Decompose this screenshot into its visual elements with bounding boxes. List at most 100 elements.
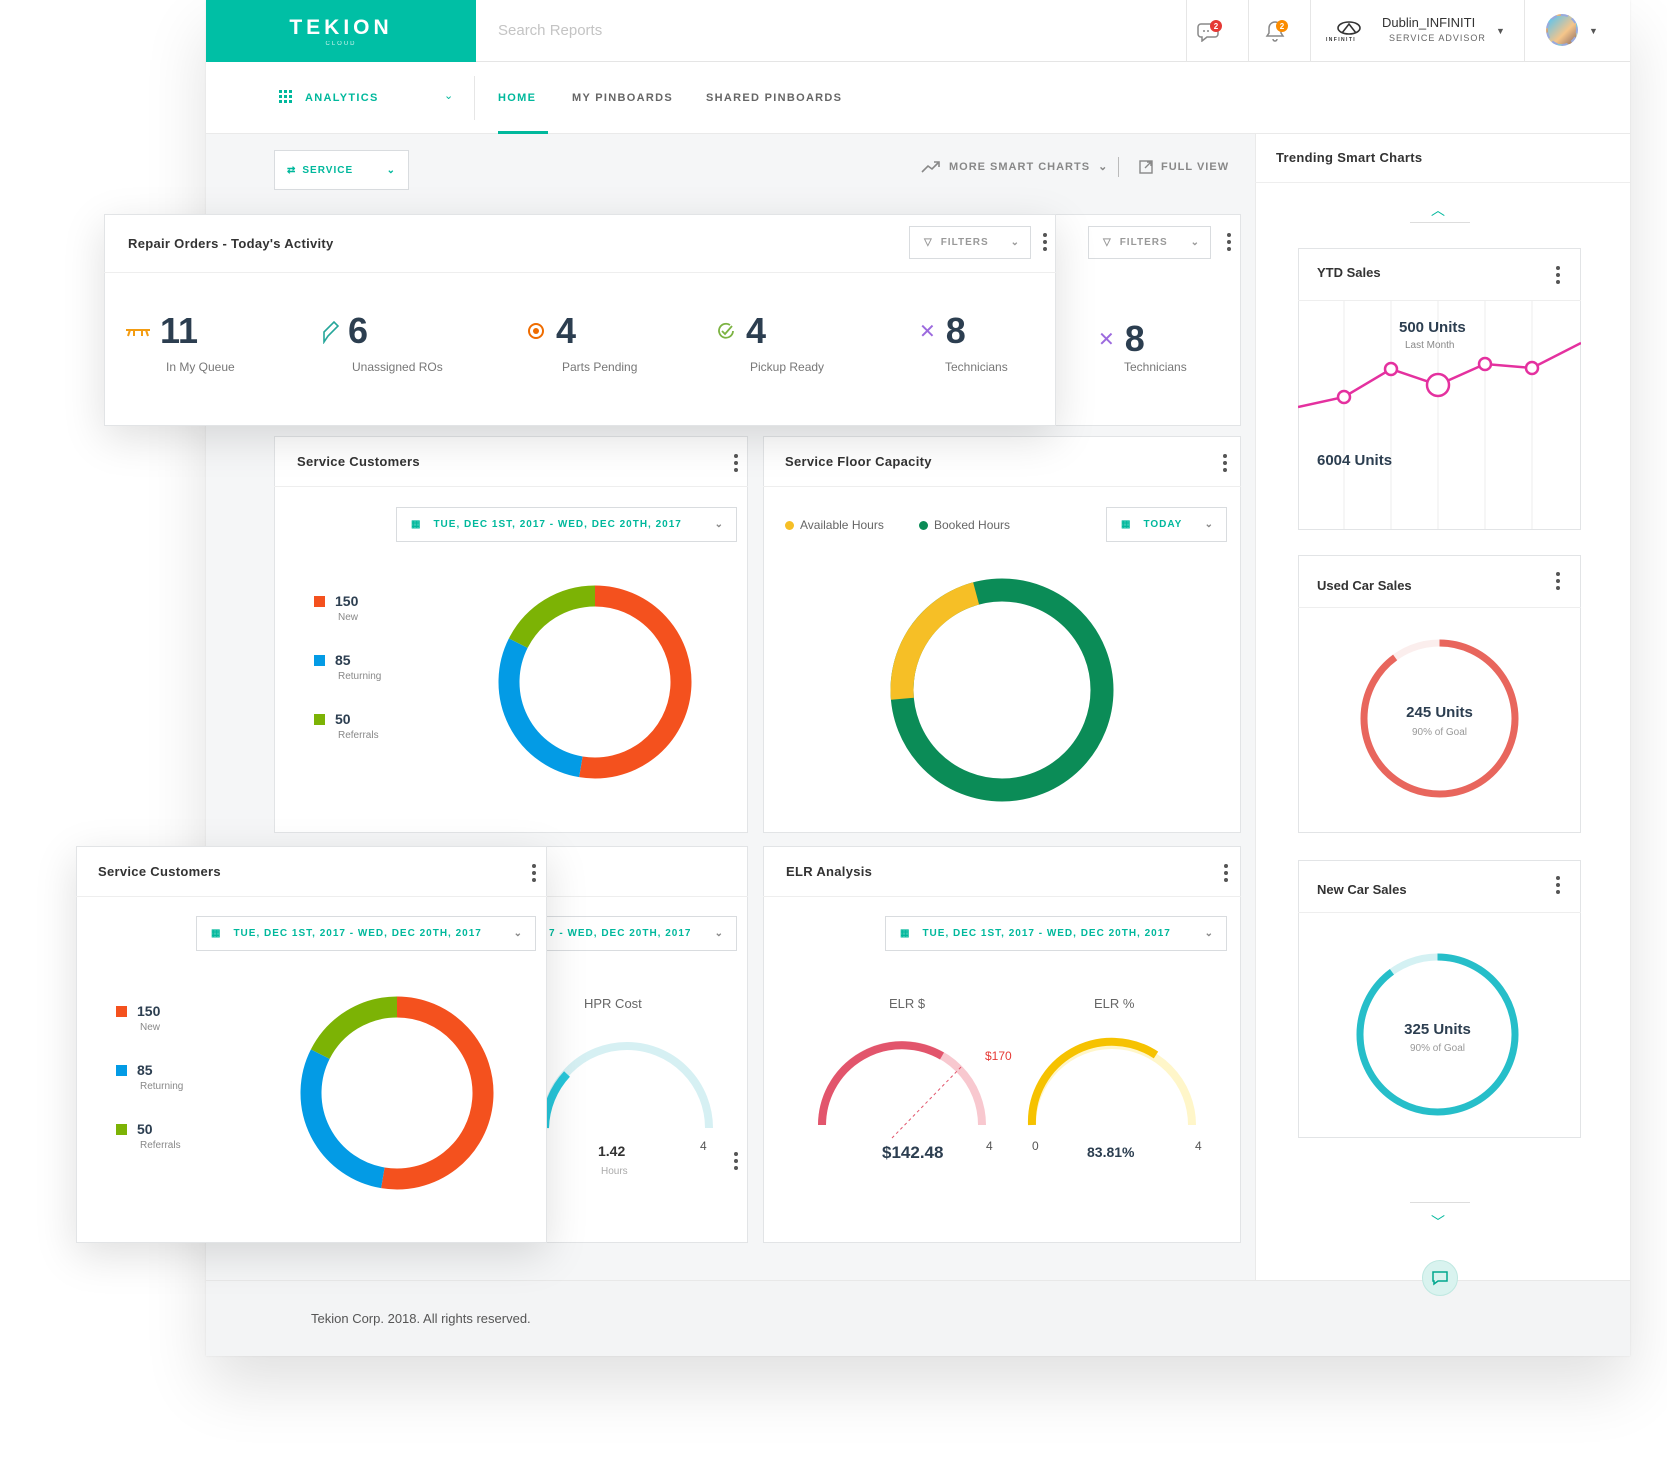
chevron-down-icon: ⌄ — [1010, 237, 1020, 248]
queue-icon — [126, 329, 150, 337]
module-selector[interactable]: ANALYTICS — [305, 92, 379, 104]
elr-dollar-target: $170 — [985, 1049, 1012, 1063]
date-range-picker[interactable]: ▦ TUE, DEC 1ST, 2017 - WED, DEC 20TH, 20… — [196, 916, 536, 951]
tab-home[interactable]: HOME — [498, 92, 537, 104]
dealer-name[interactable]: Dublin_INFINITI — [1382, 15, 1476, 30]
more-options-icon[interactable] — [734, 454, 738, 472]
messages-button[interactable]: 2 — [1196, 18, 1222, 44]
wrench-icon — [323, 320, 340, 344]
more-options-icon[interactable] — [1223, 454, 1227, 472]
ytd-high-value: 500 Units — [1399, 319, 1466, 336]
ytd-low-value: 6004 Units — [1317, 452, 1393, 469]
more-options-icon[interactable] — [734, 1152, 738, 1170]
divider — [104, 272, 1056, 273]
chevron-down-icon: ⌄ — [386, 164, 396, 176]
stat-technicians[interactable]: ✕ 8 — [919, 310, 966, 351]
tab-my-pinboards[interactable]: MY PINBOARDS — [572, 92, 673, 104]
card-title: Service Customers — [297, 454, 420, 469]
card-title: New Car Sales — [1317, 882, 1407, 897]
donut-segment-returning[interactable] — [498, 638, 583, 778]
stat-label: Parts Pending — [562, 360, 638, 374]
chevron-down-icon[interactable]: ⌄ — [444, 90, 454, 102]
legend-booked-hours: Booked Hours — [919, 518, 1010, 532]
more-options-icon[interactable] — [1556, 876, 1560, 894]
filters-button[interactable]: ▽ FILTERS ⌄ — [1088, 226, 1211, 259]
donut-segment-referrals[interactable] — [310, 996, 398, 1060]
hpr-unit: Hours — [601, 1166, 628, 1177]
divider — [1298, 300, 1581, 301]
profile-dropdown-icon[interactable]: ▼ — [1589, 26, 1598, 36]
legend-swatch — [116, 1064, 127, 1076]
dealer-dropdown-icon[interactable]: ▼ — [1496, 26, 1505, 36]
more-smart-charts-button[interactable]: MORE SMART CHARTS ⌄ — [921, 160, 1108, 173]
elr-percent-min: 0 — [1032, 1139, 1039, 1153]
dealer-logo: INFINITI — [1326, 19, 1372, 45]
chevron-down-icon: ⌄ — [1190, 237, 1200, 248]
chevron-down-icon: ⌄ — [714, 928, 724, 939]
search-input[interactable]: Search Reports — [498, 22, 603, 39]
chevron-down-icon: ⌄ — [1204, 519, 1214, 530]
calendar-icon: ▦ — [1121, 519, 1132, 530]
more-options-icon[interactable] — [1227, 233, 1231, 251]
avatar[interactable] — [1546, 14, 1578, 46]
used-car-progress-ring — [1360, 639, 1519, 798]
chevron-down-icon: ⌄ — [513, 928, 523, 939]
sub-navigation — [206, 62, 1630, 134]
messages-badge: 2 — [1210, 20, 1222, 32]
divider — [474, 76, 475, 120]
ytd-line-chart — [1298, 301, 1581, 529]
legend-item: 50 Referrals — [116, 1121, 181, 1151]
full-view-button[interactable]: FULL VIEW — [1139, 160, 1229, 174]
check-circle-icon — [718, 322, 734, 339]
tab-shared-pinboards[interactable]: SHARED PINBOARDS — [706, 92, 843, 104]
sidebar-title: Trending Smart Charts — [1276, 150, 1423, 165]
more-options-icon[interactable] — [1043, 233, 1047, 251]
stat-label: Technicians — [945, 360, 1008, 374]
date-range-picker[interactable]: ▦ TUE, DEC 1ST, 2017 - WED, DEC 20TH, 20… — [885, 916, 1227, 951]
card-title: Service Customers — [98, 864, 221, 879]
used-car-sales-card — [1298, 555, 1581, 833]
floor-capacity-donut-chart — [890, 578, 1114, 802]
chevron-down-icon: ⌄ — [1204, 928, 1214, 939]
chat-support-button[interactable] — [1422, 1260, 1458, 1296]
divider — [1310, 0, 1311, 62]
service-selector[interactable]: ⇄ SERVICE ⌄ — [274, 150, 409, 190]
more-options-icon[interactable] — [1224, 864, 1228, 882]
grid-icon — [279, 90, 295, 106]
customers-donut-chart — [498, 585, 692, 779]
filters-button[interactable]: ▽ FILTERS ⌄ — [909, 226, 1031, 259]
donut-segment-returning[interactable] — [300, 1049, 385, 1189]
stat-pickup-ready[interactable]: 4 — [716, 310, 766, 352]
date-picker-today[interactable]: ▦ TODAY ⌄ — [1106, 507, 1227, 542]
new-car-progress-ring — [1356, 953, 1519, 1116]
copyright-text: Tekion Corp. 2018. All rights reserved. — [311, 1311, 531, 1326]
hpr-label: HPR Cost — [584, 996, 642, 1011]
stat-parts-pending[interactable]: 4 — [526, 310, 576, 352]
donut-segment-new[interactable] — [381, 996, 494, 1190]
divider — [763, 486, 1241, 487]
stat-label: Technicians — [1124, 360, 1187, 374]
donut-segment-new[interactable] — [579, 585, 692, 779]
date-range-picker[interactable]: 7 - WED, DEC 20TH, 2017 ⌄ — [540, 916, 737, 951]
date-range-picker[interactable]: ▦ TUE, DEC 1ST, 2017 - WED, DEC 20TH, 20… — [396, 507, 737, 542]
donut-segment-referrals[interactable] — [508, 585, 596, 649]
scroll-up-icon[interactable]: ︿ — [1431, 202, 1445, 218]
more-options-icon[interactable] — [1556, 266, 1560, 284]
divider — [1118, 157, 1119, 177]
logo[interactable]: TEKION CLOUD — [206, 0, 476, 62]
footer — [206, 1280, 1630, 1356]
stat-unassigned-ros[interactable]: 6 — [318, 310, 368, 352]
car-icon: ⇄ — [287, 164, 297, 176]
legend-item: 85 Returning — [314, 652, 381, 682]
legend-swatch — [116, 1123, 127, 1135]
scroll-down-icon[interactable]: ﹀ — [1431, 1214, 1445, 1230]
infiniti-logo-icon — [1337, 21, 1361, 35]
more-options-icon[interactable] — [1556, 572, 1560, 590]
card-title: YTD Sales — [1317, 265, 1381, 280]
alerts-button[interactable]: 2 — [1262, 18, 1288, 44]
tools-icon: ✕ — [919, 320, 936, 343]
chevron-down-icon: ⌄ — [714, 519, 724, 530]
more-options-icon[interactable] — [532, 864, 536, 882]
divider — [1410, 222, 1470, 223]
stat-in-my-queue[interactable]: 11 — [124, 310, 198, 352]
